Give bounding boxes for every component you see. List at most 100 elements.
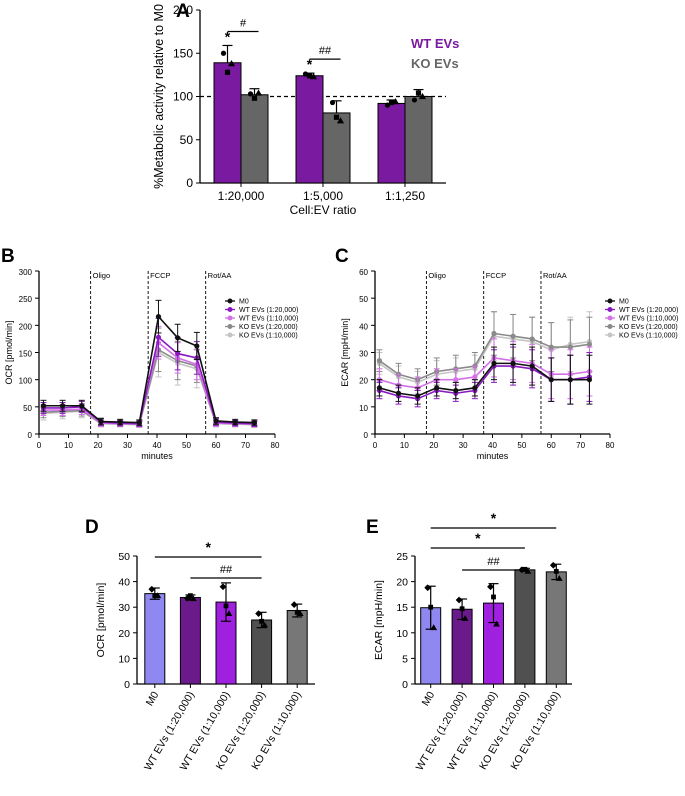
injection-label: Rot/AA <box>543 271 567 280</box>
y-tick-label: 100 <box>19 377 33 386</box>
bar <box>144 593 166 685</box>
y-tick-label: 50 <box>180 133 194 147</box>
y-tick-label: 250 <box>19 295 33 304</box>
data-point <box>428 604 434 610</box>
x-tick-label: 0 <box>37 441 42 450</box>
x-tick-label: M0 <box>420 689 438 708</box>
x-tick-label: 1:20,000 <box>218 189 265 203</box>
legend-marker <box>607 332 613 338</box>
x-tick-label: 30 <box>459 441 468 450</box>
data-point <box>40 403 47 409</box>
x-tick-label: 60 <box>547 441 556 450</box>
bar <box>514 569 536 685</box>
data-point <box>60 403 66 409</box>
data-point <box>79 403 85 409</box>
series-line <box>378 332 590 381</box>
data-point <box>213 418 219 424</box>
legend-marker <box>227 324 233 329</box>
data-point <box>553 568 559 574</box>
x-axis-label: Cell:EV ratio <box>290 203 357 217</box>
y-tick-label: 30 <box>359 350 368 359</box>
legend-marker <box>607 307 613 312</box>
data-point <box>309 73 318 80</box>
bar <box>322 112 351 184</box>
y-tick-label: 20 <box>396 577 408 589</box>
y-tick-label: 0 <box>186 176 193 190</box>
data-point <box>472 374 478 380</box>
data-point <box>154 592 162 599</box>
y-tick-label: 50 <box>118 551 130 563</box>
injection-label: Rot/AA <box>208 271 232 280</box>
data-point <box>261 621 268 628</box>
x-axis-label: minutes <box>141 451 173 461</box>
x-tick-label: 1:5,000 <box>303 189 343 203</box>
data-point <box>415 90 422 96</box>
y-tick-label: 100 <box>173 90 193 104</box>
data-point <box>329 99 336 106</box>
data-point <box>418 92 427 100</box>
data-point <box>232 419 238 425</box>
y-tick-label: 50 <box>359 295 368 304</box>
data-point <box>224 69 231 75</box>
data-point <box>296 610 304 616</box>
y-tick-label: 150 <box>173 46 193 60</box>
data-point <box>220 50 227 56</box>
x-tick-label: 20 <box>94 441 103 450</box>
series-line <box>379 357 590 389</box>
significance-star: * <box>225 28 231 44</box>
legend-marker <box>607 298 613 304</box>
legend-label: KO EVs (1:20,000) <box>619 324 678 331</box>
data-point <box>306 73 313 79</box>
data-point <box>453 377 459 383</box>
legend-marker <box>227 298 233 304</box>
data-point <box>219 583 227 591</box>
y-tick-label: 10 <box>396 628 408 640</box>
x-tick-label: M0 <box>144 689 162 708</box>
data-point <box>290 601 298 609</box>
significance-label: * <box>491 510 497 526</box>
y-axis-label: OCR [pmol/min] <box>4 320 14 384</box>
data-point <box>117 419 123 425</box>
legend-wt-evs: WT EVs <box>411 36 459 51</box>
series-line <box>379 365 590 400</box>
data-point <box>227 60 236 67</box>
significance-label: # <box>240 17 247 29</box>
legend-label: WT EVs (1:20,000) <box>239 307 298 314</box>
data-point <box>491 360 497 366</box>
bar <box>295 75 324 184</box>
data-point <box>548 344 554 350</box>
series-line <box>43 348 255 426</box>
data-point <box>455 596 463 604</box>
injection-label: FCCP <box>486 271 506 280</box>
x-tick-label: 0 <box>373 441 378 450</box>
data-point <box>225 610 233 616</box>
data-point <box>251 419 257 426</box>
x-axis-label: minutes <box>477 451 509 461</box>
series-line <box>379 362 590 397</box>
data-point <box>294 609 300 615</box>
data-point <box>472 385 478 391</box>
x-tick-label: 50 <box>517 441 526 450</box>
y-tick-label: 200 <box>173 3 193 17</box>
y-tick-label: 50 <box>23 404 32 413</box>
legend-marker <box>227 332 233 338</box>
data-point <box>548 377 554 383</box>
data-point <box>434 385 440 391</box>
data-point <box>155 334 162 340</box>
x-tick-label: 40 <box>488 441 497 450</box>
legend-label: KO EVs (1:10,000) <box>619 333 678 340</box>
data-point <box>251 95 258 101</box>
data-point <box>510 333 516 339</box>
legend-label: KO EVs (1:10,000) <box>239 333 298 340</box>
significance-label: ## <box>220 564 233 576</box>
data-point <box>522 566 528 572</box>
data-point <box>336 117 345 124</box>
x-tick-label: 20 <box>429 441 438 450</box>
y-tick-label: 25 <box>396 551 408 563</box>
data-point <box>567 377 573 383</box>
y-tick-label: 300 <box>19 268 33 277</box>
legend-label: M0 <box>619 299 629 306</box>
y-tick-label: 10 <box>359 404 368 413</box>
significance-label: * <box>205 539 211 555</box>
